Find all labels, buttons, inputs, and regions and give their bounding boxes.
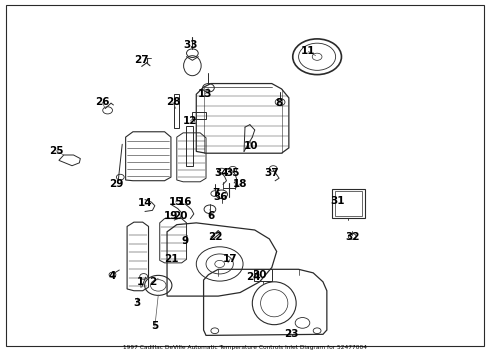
Text: 5: 5 (151, 321, 158, 332)
Bar (335, 192, 362, 216)
Bar (254, 269, 272, 281)
Text: 26: 26 (95, 97, 109, 107)
Text: 24: 24 (246, 272, 261, 282)
Text: 30: 30 (252, 270, 267, 280)
Bar (332, 189, 365, 217)
Text: 13: 13 (198, 89, 212, 99)
Bar (174, 94, 179, 128)
Text: 22: 22 (209, 232, 223, 242)
Text: 29: 29 (109, 179, 123, 189)
Text: 4: 4 (109, 271, 116, 282)
Text: 6: 6 (207, 211, 215, 221)
Text: 1997 Cadillac DeVille Automatic Temperature Controls Inlet Diagram for 52477004: 1997 Cadillac DeVille Automatic Temperat… (123, 345, 367, 350)
Text: 31: 31 (330, 197, 345, 206)
Text: 7: 7 (212, 188, 220, 198)
Text: 28: 28 (166, 97, 180, 107)
Text: 15: 15 (169, 197, 183, 207)
Text: 34: 34 (214, 168, 229, 178)
Text: 8: 8 (275, 98, 283, 108)
Text: 18: 18 (233, 179, 247, 189)
Text: 37: 37 (265, 168, 279, 178)
Text: 9: 9 (182, 236, 189, 246)
Text: 3: 3 (133, 298, 141, 308)
Text: 12: 12 (183, 116, 197, 126)
Text: 16: 16 (178, 197, 193, 207)
Text: 33: 33 (183, 40, 197, 50)
Text: 27: 27 (134, 55, 148, 65)
Text: 35: 35 (225, 168, 240, 178)
Text: 11: 11 (301, 46, 316, 57)
Text: 36: 36 (213, 192, 228, 202)
Bar (186, 126, 193, 166)
Text: 25: 25 (49, 146, 63, 156)
Text: 23: 23 (284, 329, 298, 339)
Text: 21: 21 (164, 253, 178, 264)
Text: 32: 32 (345, 232, 360, 242)
Text: 2: 2 (149, 277, 156, 287)
Text: 20: 20 (173, 211, 188, 221)
Text: 17: 17 (223, 253, 238, 264)
Text: 14: 14 (138, 198, 152, 208)
Text: 1: 1 (137, 277, 144, 287)
Text: 10: 10 (244, 141, 259, 151)
Bar (193, 112, 206, 119)
Text: 19: 19 (164, 211, 178, 221)
